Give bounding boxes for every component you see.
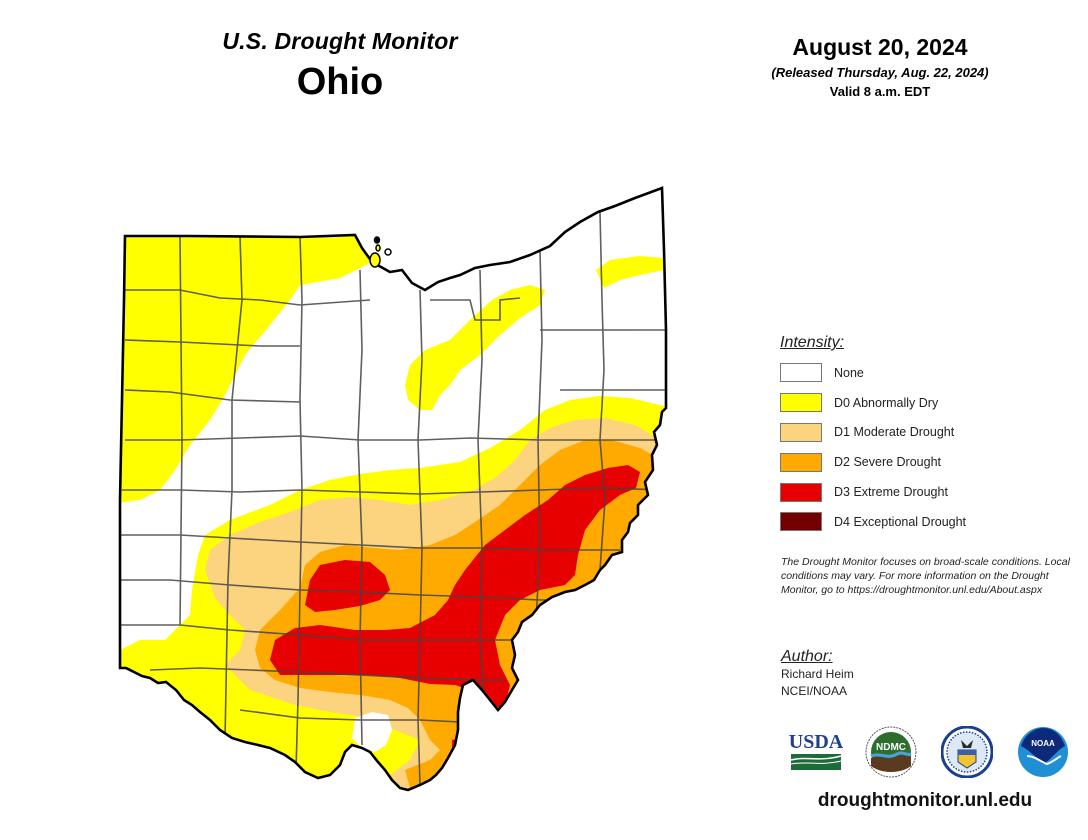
svg-text:USDA: USDA bbox=[789, 731, 843, 753]
d0-region-northeast bbox=[596, 256, 664, 288]
usda-logo-icon: USDA bbox=[789, 731, 843, 770]
legend-label: None bbox=[834, 365, 864, 380]
author-name: Richard Heim bbox=[781, 667, 854, 681]
legend-heading: Intensity: bbox=[780, 334, 845, 351]
lake-erie-islands bbox=[369, 236, 392, 268]
d0-region-central-band bbox=[405, 285, 545, 410]
legend: Intensity: None D0 Abnormally Dry D1 Mod… bbox=[780, 334, 1080, 537]
legend-item-d2: D2 Severe Drought bbox=[780, 447, 1080, 477]
map-title-block: U.S. Drought Monitor Ohio bbox=[180, 28, 500, 104]
website-link[interactable]: droughtmonitor.unl.edu bbox=[817, 790, 1033, 811]
county-lines bbox=[120, 211, 666, 786]
ndmc-logo-icon: NDMC bbox=[865, 726, 917, 778]
valid-time: Valid 8 a.m. EDT bbox=[829, 84, 931, 99]
legend-item-d0: D0 Abnormally Dry bbox=[780, 388, 1080, 418]
legend-swatch-d2 bbox=[780, 452, 822, 472]
state-title: Ohio bbox=[296, 61, 384, 103]
partner-logos: USDA NDMC NOAA bbox=[785, 726, 1075, 782]
legend-swatch-none bbox=[780, 363, 822, 383]
d3-region-west-blob bbox=[305, 560, 390, 612]
legend-label: D3 Extreme Drought bbox=[834, 485, 948, 500]
legend-label: D4 Exceptional Drought bbox=[834, 514, 967, 529]
author-block: Author: Richard Heim NCEI/NOAA bbox=[781, 648, 1081, 700]
legend-swatch-d1 bbox=[780, 422, 822, 442]
legend-item-d3: D3 Extreme Drought bbox=[780, 477, 1080, 507]
product-title: U.S. Drought Monitor bbox=[222, 28, 458, 54]
author-org: NCEI/NOAA bbox=[781, 684, 848, 698]
legend-label: D1 Moderate Drought bbox=[834, 425, 955, 440]
map-date: August 20, 2024 bbox=[792, 34, 968, 60]
legend-swatch-d0 bbox=[780, 393, 822, 413]
legend-label: D0 Abnormally Dry bbox=[834, 395, 939, 410]
noaa-logo-icon: NOAA bbox=[1018, 727, 1068, 777]
legend-item-none: None bbox=[780, 358, 1080, 388]
d3-region-main bbox=[270, 465, 640, 708]
legend-item-d4: D4 Exceptional Drought bbox=[780, 507, 1080, 537]
svg-text:NDMC: NDMC bbox=[876, 742, 906, 753]
release-date: (Released Thursday, Aug. 22, 2024) bbox=[771, 65, 989, 80]
disclaimer-text: The Drought Monitor focuses on broad-sca… bbox=[781, 556, 1070, 596]
legend-swatch-d3 bbox=[780, 482, 822, 502]
commerce-seal-icon bbox=[941, 726, 993, 778]
date-block: August 20, 2024 (Released Thursday, Aug.… bbox=[720, 34, 1040, 99]
legend-label: D2 Severe Drought bbox=[834, 455, 942, 470]
legend-item-d1: D1 Moderate Drought bbox=[780, 418, 1080, 448]
svg-text:NOAA: NOAA bbox=[1031, 739, 1055, 748]
legend-swatch-d4 bbox=[780, 512, 822, 532]
author-heading: Author: bbox=[781, 648, 833, 665]
